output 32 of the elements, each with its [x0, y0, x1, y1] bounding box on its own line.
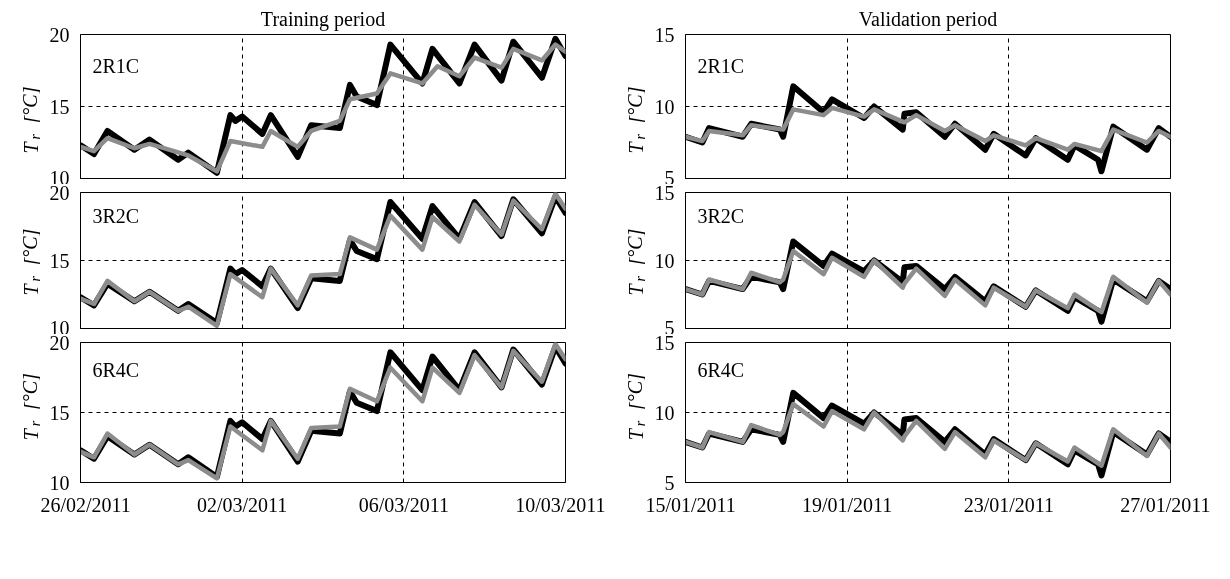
annotation: 3R2C: [92, 204, 140, 227]
y-axis-title: Tr [°C]: [19, 228, 43, 296]
y-axis-title: Tr [°C]: [624, 86, 648, 154]
x-tick-label: 23/01/2011: [963, 493, 1055, 516]
y-tick-label: 10: [654, 95, 675, 118]
y-tick-label: 5: [664, 471, 675, 494]
y-tick-label: 15: [654, 23, 675, 46]
y-tick-label: 20: [49, 23, 70, 46]
annotation: 6R4C: [697, 358, 745, 381]
chart-title: Training period: [260, 7, 386, 31]
y-tick-label: 10: [49, 471, 70, 494]
x-tick-label: 15/01/2011: [645, 493, 736, 516]
annotation: 2R1C: [92, 54, 140, 77]
y-axis-title: Tr [°C]: [624, 373, 648, 441]
y-tick-label: 15: [49, 249, 70, 272]
y-tick-label: 15: [49, 95, 70, 118]
x-tick-label: 10/03/2011: [515, 493, 606, 516]
y-axis-title: Tr [°C]: [19, 86, 43, 154]
chart-title: Validation period: [858, 7, 998, 31]
x-tick-label: 26/02/2011: [40, 493, 131, 516]
y-tick-label: 10: [654, 249, 675, 272]
x-tick-label: 27/01/2011: [1120, 493, 1211, 516]
y-tick-label: 10: [654, 401, 675, 424]
x-tick-label: 06/03/2011: [358, 493, 450, 516]
y-axis-title: Tr [°C]: [624, 228, 648, 296]
x-tick-label: 02/03/2011: [196, 493, 288, 516]
annotation: 2R1C: [697, 54, 745, 77]
y-axis-title: Tr [°C]: [19, 373, 43, 441]
annotation: 3R2C: [697, 204, 745, 227]
y-tick-label: 15: [49, 401, 70, 424]
annotation: 6R4C: [92, 358, 140, 381]
x-tick-label: 19/01/2011: [801, 493, 893, 516]
